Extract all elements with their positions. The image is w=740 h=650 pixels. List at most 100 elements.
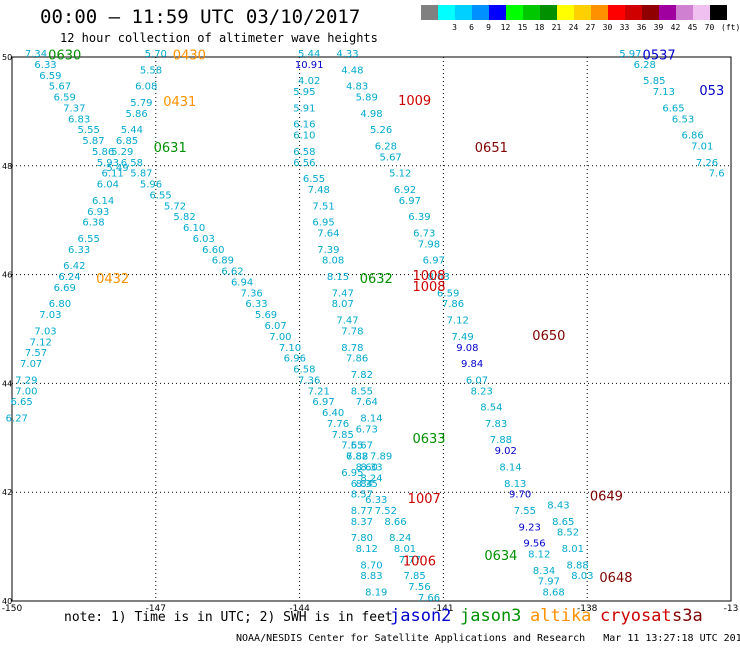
wave-height-value: 8.77 <box>351 506 373 517</box>
wave-height-value: 9.23 <box>519 522 541 533</box>
colorbar-swatch <box>506 5 523 20</box>
footer-note: note: 1) Time is in UTC; 2) SWH is in fe… <box>64 610 393 625</box>
wave-height-value: 5.93 <box>97 158 119 169</box>
wave-height-value: 4.48 <box>341 65 363 76</box>
wave-height-value: 7.34 <box>25 49 47 60</box>
wave-height-value: 6.11 <box>102 169 124 180</box>
x-axis-ticks: -150 -147 -144 -141 -138 -13 <box>2 604 739 614</box>
wave-height-value: 7.6 <box>709 169 725 180</box>
wave-height-value: 7.76 <box>327 419 349 430</box>
pass-label: 1008 <box>412 280 445 295</box>
wave-height-value: 5.95 <box>293 87 315 98</box>
credit-line: NOAA/NESDIS Center for Satellite Applica… <box>236 633 740 644</box>
colorbar-label: 18 <box>534 23 545 32</box>
wave-height-value: 6.97 <box>423 256 445 267</box>
wave-height-value: 6.80 <box>49 299 71 310</box>
wave-height-value: 7.48 <box>308 185 330 196</box>
wave-height-value: 6.58 <box>121 158 143 169</box>
wave-height-value: 6.67 <box>351 441 373 452</box>
pass-label: 0650 <box>532 329 565 344</box>
wave-height-value: 6.95 <box>312 218 334 229</box>
wave-height-value: 6.16 <box>293 120 315 131</box>
colorbar-swatch <box>693 5 710 20</box>
wave-height-value: 8.08 <box>322 256 344 267</box>
wave-height-value: 7.86 <box>346 354 368 365</box>
plot-frame <box>11 56 732 602</box>
wave-height-value: 7.56 <box>408 582 430 593</box>
satellite-name: jason3 <box>460 606 522 626</box>
pass-label: 0651 <box>475 141 508 156</box>
wave-height-value: 8.14 <box>499 462 521 473</box>
wave-height-value: 5.85 <box>643 76 665 87</box>
colorbar-label: 24 <box>568 23 579 32</box>
wave-height-value: 7.78 <box>341 326 363 337</box>
wave-height-value: 8.55 <box>351 386 373 397</box>
page-subtitle: 12 hour collection of altimeter wave hei… <box>60 31 378 45</box>
wave-height-value: 7.55 <box>514 506 536 517</box>
wave-height-value: 8.83 <box>360 571 382 582</box>
wave-height-value: 6.83 <box>68 114 90 125</box>
wave-height-value: 8.68 <box>543 588 565 599</box>
wave-height-value: 6.89 <box>212 256 234 267</box>
wave-height-value: 5.82 <box>173 212 195 223</box>
wave-height-value: 8.12 <box>356 544 378 555</box>
wave-height-value: 5.97 <box>619 49 641 60</box>
wave-height-value: 7.98 <box>418 239 440 250</box>
wave-height-value: 4.83 <box>346 82 368 93</box>
wave-height-value: 6.95 <box>341 468 363 479</box>
colorbar-swatch <box>557 5 574 20</box>
pass-label: 0431 <box>163 95 196 110</box>
wave-height-value: 6.73 <box>356 424 378 435</box>
satellite-name: jason2 <box>390 606 452 626</box>
colorbar-label: 70 <box>704 23 715 32</box>
x-tick-label: -13 <box>724 604 739 614</box>
colorbar-swatch <box>591 5 608 20</box>
pass-label: 1007 <box>408 492 441 507</box>
wave-height-value: 6.69 <box>54 283 76 294</box>
pass-label: 0632 <box>360 272 393 287</box>
wave-height-value: 5.89 <box>356 93 378 104</box>
y-tick-label: 46 <box>2 271 12 280</box>
wave-height-value: 8.01 <box>394 544 416 555</box>
wave-height-value: 7.21 <box>308 386 330 397</box>
wave-height-value: 6.24 <box>58 272 80 283</box>
wave-height-value: 6.55 <box>78 234 100 245</box>
wave-height-value: 7.47 <box>336 316 358 327</box>
wave-height-value: 7.49 <box>451 332 473 343</box>
colorbar-label: 15 <box>517 23 528 32</box>
wave-height-value: 7.00 <box>269 332 291 343</box>
pass-label: 0633 <box>412 432 445 447</box>
wave-height-value: 7.12 <box>447 316 469 327</box>
colorbar-label: 42 <box>670 23 681 32</box>
wave-height-value: 6.42 <box>63 261 85 272</box>
wave-height-value: 7.80 <box>351 533 373 544</box>
wave-height-value: 6.93 <box>87 207 109 218</box>
y-tick-label: 50 <box>2 53 12 62</box>
x-tick-label: -150 <box>2 604 23 614</box>
colorbar-label: 21 <box>551 23 562 32</box>
satellite-name: altika <box>530 606 592 626</box>
wave-height-value: 5.58 <box>140 65 162 76</box>
colorbar-label: 9 <box>486 23 491 32</box>
wave-height-value: 5.96 <box>140 180 162 191</box>
wave-height-value: 6.55 <box>149 190 171 201</box>
pass-label: 1006 <box>403 555 436 570</box>
wave-height-value: 6.97 <box>399 196 421 207</box>
wave-height-value: 6.10 <box>293 131 315 142</box>
wave-height-value: 8.52 <box>557 528 579 539</box>
wave-height-value: 5.67 <box>49 82 71 93</box>
wave-height-value: 5.86 <box>125 109 147 120</box>
wave-height-value: 6.33 <box>68 245 90 256</box>
wave-height-value: 4.02 <box>298 76 320 87</box>
wave-height-value: 8.37 <box>351 517 373 528</box>
wave-height-value: 8.34 <box>533 566 555 577</box>
wave-height-value: 7.03 <box>39 310 61 321</box>
wave-height-value: 9.84 <box>461 359 483 370</box>
colorbar-swatch <box>523 5 540 20</box>
wave-height-value: 6.82 <box>346 452 368 463</box>
wave-height-value: 7.55 <box>341 441 363 452</box>
wave-height-value: 6.04 <box>97 180 119 191</box>
wave-height-value: 6.38 <box>82 218 104 229</box>
colorbar-swatch <box>710 5 727 20</box>
wave-height-value: 9.02 <box>495 446 517 457</box>
